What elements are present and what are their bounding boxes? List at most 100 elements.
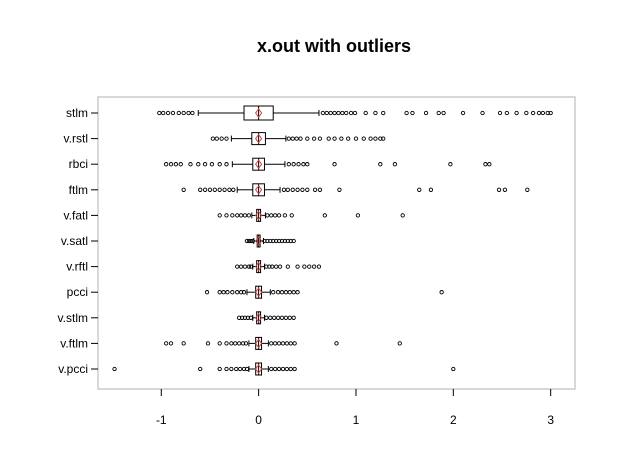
outlier-point: [268, 238, 273, 244]
outlier-point: [275, 290, 281, 295]
outlier-point: [222, 187, 227, 192]
x-tick-label: 1: [353, 413, 360, 427]
outlier-point: [241, 290, 247, 295]
outlier-point: [363, 110, 368, 116]
series-pcci: [204, 285, 444, 299]
outlier-point: [292, 341, 297, 346]
outlier-point: [198, 366, 203, 372]
outlier-point: [210, 136, 216, 141]
outlier-point: [285, 187, 290, 192]
outlier-point: [281, 187, 287, 192]
series-v-fatl: [217, 208, 405, 222]
outlier-point: [548, 110, 553, 116]
outlier-point: [168, 162, 174, 167]
category-label: v.fatl: [64, 208, 88, 222]
outlier-point: [286, 136, 291, 141]
outlier-point: [305, 187, 310, 192]
outlier-point: [277, 264, 283, 269]
outlier-point: [243, 341, 249, 346]
category-label: v.rstl: [64, 132, 88, 146]
series-ftlm: [181, 183, 530, 197]
outlier-point: [514, 110, 519, 116]
mean-marker: [254, 364, 263, 374]
outlier-point: [504, 110, 510, 116]
outlier-point: [291, 290, 296, 295]
outlier-point: [229, 366, 234, 372]
outlier-point: [202, 162, 208, 167]
outlier-point: [173, 162, 179, 167]
outlier-point: [381, 110, 386, 116]
outlier-point: [188, 162, 193, 167]
outlier-point: [238, 290, 244, 295]
outlier-point: [230, 213, 235, 218]
series-v-pcci: [112, 362, 456, 376]
outlier-point: [436, 110, 441, 116]
outlier-point: [280, 366, 286, 372]
outlier-point: [410, 110, 415, 116]
outlier-point: [285, 264, 290, 269]
outlier-point: [212, 187, 217, 192]
category-label: v.stlm: [58, 311, 88, 325]
outlier-point: [332, 136, 337, 141]
outlier-point: [224, 162, 229, 167]
outlier-point: [348, 110, 354, 116]
category-label: rbci: [69, 157, 88, 171]
outlier-point: [332, 110, 337, 116]
outlier-point: [295, 290, 300, 295]
outlier-point: [219, 136, 224, 141]
outlier-point: [288, 366, 293, 372]
outlier-point: [530, 110, 536, 116]
category-label: stlm: [66, 106, 88, 120]
category-label: v.satl: [61, 234, 88, 248]
x-tick-label: -1: [156, 413, 167, 427]
category-label: v.rftl: [66, 260, 88, 274]
outlier-point: [229, 341, 234, 346]
outlier-point: [287, 315, 292, 320]
outlier-point: [234, 366, 239, 372]
outlier-point: [242, 315, 248, 320]
outlier-point: [295, 264, 300, 269]
outlier-point: [326, 136, 331, 141]
outlier-point: [209, 162, 215, 167]
category-labels: stlm v.rstl rbci ftlm v.fatl v.satl v.rftl pcci…: [58, 106, 98, 376]
outlier-point: [246, 264, 252, 269]
outlier-point: [381, 136, 386, 141]
outlier-point: [242, 213, 248, 218]
outlier-point: [502, 187, 508, 192]
mean-marker: [254, 312, 263, 323]
outlier-point: [300, 187, 305, 192]
outlier-point: [291, 162, 296, 167]
outlier-point: [176, 110, 181, 116]
outlier-point: [441, 110, 446, 116]
outlier-point: [448, 162, 453, 167]
outlier-point: [487, 162, 492, 167]
outlier-point: [271, 290, 276, 295]
outlier-point: [378, 136, 383, 141]
outlier-point: [337, 187, 342, 192]
outlier-point: [186, 110, 191, 116]
outlier-point: [340, 110, 345, 116]
x-tick-label: 0: [255, 413, 262, 427]
outlier-point: [536, 110, 542, 116]
outlier-point: [291, 315, 296, 320]
mean-marker: [254, 184, 263, 195]
outlier-point: [241, 366, 247, 372]
outlier-point: [235, 264, 240, 269]
outlier-point: [497, 110, 503, 116]
series-v-rftl: [235, 260, 322, 274]
outlier-point: [273, 213, 278, 218]
outlier-point: [235, 290, 240, 295]
outlier-point: [496, 187, 502, 192]
outlier-point: [276, 341, 282, 346]
outlier-point: [273, 238, 279, 244]
outlier-point: [344, 110, 349, 116]
outlier-point: [540, 110, 546, 116]
outlier-point: [361, 136, 366, 141]
outlier-point: [221, 290, 226, 295]
outlier-point: [288, 238, 293, 244]
outlier-point: [302, 264, 307, 269]
outlier-point: [373, 110, 378, 116]
outlier-point: [355, 213, 361, 218]
outlier-point: [283, 315, 289, 320]
